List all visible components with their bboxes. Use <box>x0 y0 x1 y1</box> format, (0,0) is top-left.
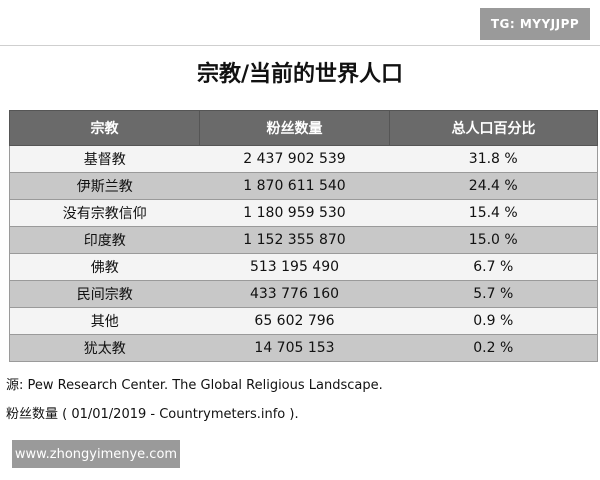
table-row: 佛教 513 195 490 6.7 % <box>9 253 598 281</box>
cell-religion: 佛教 <box>9 253 200 281</box>
header-followers: 粉丝数量 <box>199 110 390 146</box>
table-row: 基督教 2 437 902 539 31.8 % <box>9 145 598 173</box>
table-header-row: 宗教 粉丝数量 总人口百分比 <box>9 110 598 146</box>
content-card: 宗教/当前的世界人口 宗教 粉丝数量 总人口百分比 基督教 2 437 902 … <box>0 45 600 434</box>
table-row: 其他 65 602 796 0.9 % <box>9 307 598 335</box>
cell-religion: 伊斯兰教 <box>9 172 200 200</box>
cell-percentage: 15.0 % <box>389 226 598 254</box>
header-religion: 宗教 <box>9 110 200 146</box>
source-citation: 源: Pew Research Center. The Global Relig… <box>6 378 383 393</box>
cell-religion: 其他 <box>9 307 200 335</box>
cell-percentage: 6.7 % <box>389 253 598 281</box>
cell-religion: 没有宗教信仰 <box>9 199 200 227</box>
watermark-website-badge: www.zhongyimenye.com <box>12 440 180 468</box>
cell-religion: 基督教 <box>9 145 200 173</box>
cell-percentage: 0.9 % <box>389 307 598 335</box>
cell-religion: 犹太教 <box>9 334 200 362</box>
table-row: 民间宗教 433 776 160 5.7 % <box>9 280 598 308</box>
cell-followers: 1 152 355 870 <box>199 226 390 254</box>
cell-percentage: 0.2 % <box>389 334 598 362</box>
cell-followers: 2 437 902 539 <box>199 145 390 173</box>
cell-percentage: 5.7 % <box>389 280 598 308</box>
cell-percentage: 24.4 % <box>389 172 598 200</box>
cell-followers: 513 195 490 <box>199 253 390 281</box>
table-row: 伊斯兰教 1 870 611 540 24.4 % <box>9 172 598 200</box>
page-title: 宗教/当前的世界人口 <box>196 62 404 87</box>
cell-religion: 民间宗教 <box>9 280 200 308</box>
watermark-badge-top: TG: MYYJJPP <box>480 8 590 40</box>
cell-followers: 1 870 611 540 <box>199 172 390 200</box>
header-percentage: 总人口百分比 <box>389 110 598 146</box>
cell-followers: 14 705 153 <box>199 334 390 362</box>
cell-followers: 65 602 796 <box>199 307 390 335</box>
cell-religion: 印度教 <box>9 226 200 254</box>
cell-percentage: 15.4 % <box>389 199 598 227</box>
data-date-note: 粉丝数量 ( 01/01/2019 - Countrymeters.info )… <box>6 407 299 422</box>
table-row: 印度教 1 152 355 870 15.0 % <box>9 226 598 254</box>
cell-followers: 433 776 160 <box>199 280 390 308</box>
cell-percentage: 31.8 % <box>389 145 598 173</box>
cell-followers: 1 180 959 530 <box>199 199 390 227</box>
religion-population-table: 宗教 粉丝数量 总人口百分比 基督教 2 437 902 539 31.8 % … <box>9 110 598 362</box>
table-row: 犹太教 14 705 153 0.2 % <box>9 334 598 362</box>
table-row: 没有宗教信仰 1 180 959 530 15.4 % <box>9 199 598 227</box>
